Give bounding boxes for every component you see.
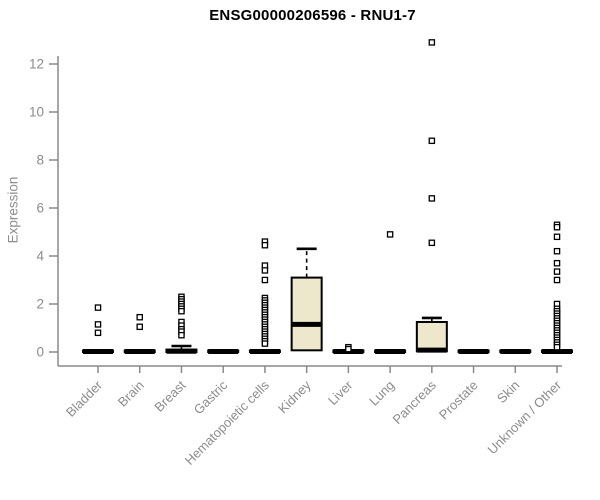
outlier-point-brain <box>136 313 143 321</box>
chart-title: ENSG00000206596 - RNU1-7 <box>209 7 416 24</box>
outlier-point-unknown-other <box>553 276 561 284</box>
outlier-point-lung <box>386 231 394 238</box>
outlier-point-hematopoietic-cells <box>261 340 269 347</box>
outlier-point-pancreas <box>428 239 436 247</box>
outlier-point-unknown-other <box>553 343 561 351</box>
outlier-point-unknown-other <box>553 233 561 241</box>
outlier-point-pancreas <box>428 195 436 202</box>
y-tick-label: 10 <box>29 105 44 120</box>
outlier-point-hematopoietic-cells <box>261 267 269 274</box>
outlier-point-breast <box>178 331 185 339</box>
outlier-point-unknown-other <box>553 223 561 231</box>
y-tick-label: 0 <box>36 345 44 360</box>
x-tick-label-unknown-other: Unknown / Other <box>485 377 565 457</box>
box-kidney <box>290 276 323 352</box>
x-tick-label-brain: Brain <box>115 378 147 410</box>
x-tick-label-skin: Skin <box>494 378 522 406</box>
y-tick-label: 2 <box>36 297 44 312</box>
x-tick-label-pancreas: Pancreas <box>390 377 440 427</box>
outlier-point-breast <box>178 307 185 315</box>
outlier-point-pancreas <box>428 39 436 46</box>
x-tick-label-kidney: Kidney <box>275 377 314 416</box>
outlier-point-unknown-other <box>553 259 561 267</box>
x-tick-label-prostate: Prostate <box>436 378 481 423</box>
outlier-point-brain <box>136 323 143 331</box>
y-tick-label: 4 <box>36 249 44 264</box>
y-tick-label: 12 <box>29 57 44 72</box>
outlier-point-unknown-other <box>553 247 561 255</box>
x-tick-label-gastric: Gastric <box>191 377 231 417</box>
x-tick-label-lung: Lung <box>366 378 397 409</box>
outlier-point-hematopoietic-cells <box>261 276 269 284</box>
outlier-point-bladder <box>94 321 102 328</box>
x-tick-label-liver: Liver <box>325 377 356 408</box>
outlier-point-unknown-other <box>553 268 561 275</box>
y-tick-label: 6 <box>36 201 44 216</box>
y-tick-label: 8 <box>36 153 44 168</box>
x-tick-label-bladder: Bladder <box>63 377 106 420</box>
outlier-point-pancreas <box>428 137 436 145</box>
outlier-point-liver <box>345 345 352 353</box>
outlier-point-bladder <box>94 329 102 337</box>
x-tick-label-breast: Breast <box>151 377 188 414</box>
outlier-point-bladder <box>94 304 102 311</box>
outlier-point-hematopoietic-cells <box>261 241 269 249</box>
box-pancreas <box>415 321 448 353</box>
